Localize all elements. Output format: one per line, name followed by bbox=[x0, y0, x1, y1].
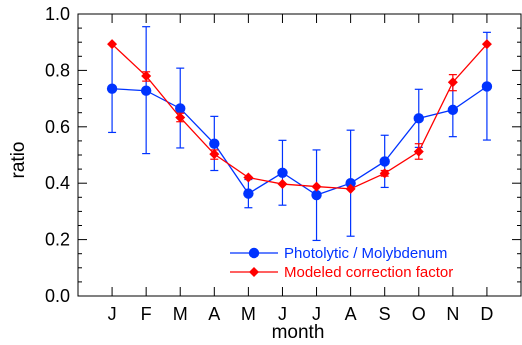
x-tick-label: J bbox=[312, 304, 321, 324]
x-tick-label: J bbox=[278, 304, 287, 324]
series-2 bbox=[107, 39, 492, 194]
x-tick-label: O bbox=[412, 304, 426, 324]
y-tick-label: 0.8 bbox=[45, 60, 70, 80]
data-point bbox=[277, 179, 288, 190]
data-point bbox=[447, 104, 459, 116]
data-point bbox=[311, 181, 322, 192]
legend: Photolytic / Molybdenum Modeled correctio… bbox=[230, 245, 453, 281]
y-tick-label: 1.0 bbox=[45, 4, 70, 24]
data-point bbox=[311, 189, 322, 201]
data-point bbox=[413, 113, 424, 124]
data-point bbox=[345, 178, 356, 189]
x-tick-label: M bbox=[241, 304, 256, 324]
legend-marker bbox=[249, 267, 259, 277]
data-point bbox=[447, 77, 458, 88]
series-line bbox=[112, 85, 488, 196]
data-point bbox=[243, 172, 254, 183]
data-point bbox=[277, 167, 288, 178]
data-point bbox=[379, 156, 390, 167]
x-tick-label: F bbox=[141, 304, 152, 324]
data-point bbox=[107, 39, 118, 50]
y-tick-label: 0.6 bbox=[45, 117, 70, 137]
y-tick-label: 0.0 bbox=[45, 286, 70, 306]
series-layer bbox=[106, 26, 493, 242]
x-tick-label: S bbox=[379, 304, 391, 324]
series-line bbox=[111, 43, 488, 190]
x-tick-label: N bbox=[446, 304, 459, 324]
data-point bbox=[209, 149, 220, 160]
legend-marker bbox=[248, 247, 260, 259]
data-point bbox=[481, 39, 492, 50]
legend-label: Modeled correction factor bbox=[284, 264, 453, 281]
data-point bbox=[140, 85, 152, 96]
y-axis-label: ratio bbox=[8, 142, 29, 179]
x-tick-label: D bbox=[480, 304, 493, 324]
y-tick-label: 0.2 bbox=[45, 230, 70, 250]
data-point bbox=[243, 188, 254, 199]
data-point bbox=[345, 183, 356, 194]
data-point bbox=[141, 71, 152, 82]
data-point bbox=[481, 81, 493, 92]
series-1 bbox=[106, 26, 493, 242]
x-tick-label: J bbox=[108, 304, 117, 324]
data-point bbox=[209, 138, 220, 149]
data-point bbox=[175, 103, 186, 114]
data-point bbox=[175, 112, 186, 123]
x-tick-label: M bbox=[173, 304, 188, 324]
y-tick-label: 0.4 bbox=[45, 173, 70, 193]
data-point bbox=[413, 146, 424, 157]
data-point bbox=[379, 168, 390, 179]
data-point bbox=[106, 83, 118, 94]
x-axis-label: month bbox=[272, 322, 325, 343]
legend-label: Photolytic / Molybdenum bbox=[284, 245, 447, 262]
y-axis: 0.0 0.2 0.4 0.6 0.8 1.0 bbox=[45, 4, 521, 306]
x-tick-label: A bbox=[345, 304, 357, 324]
x-tick-label: A bbox=[208, 304, 220, 324]
